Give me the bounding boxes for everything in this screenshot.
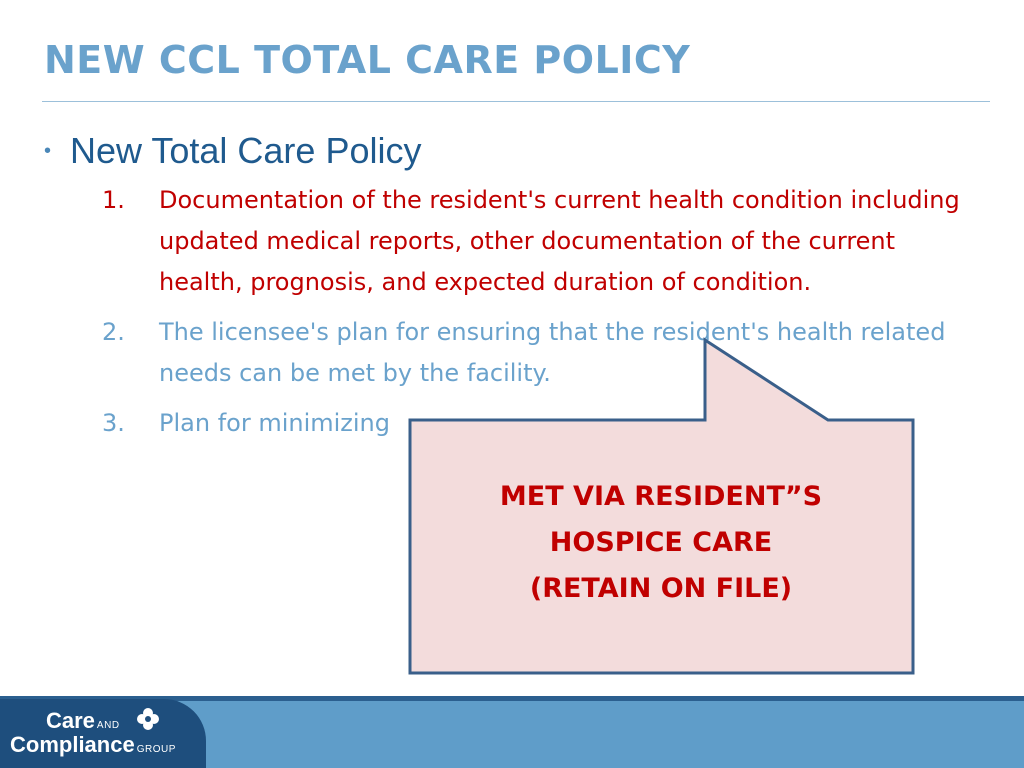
logo-word-and: AND	[96, 720, 120, 731]
logo-word-care: Care	[46, 708, 95, 733]
slide-title: NEW CCL TOTAL CARE POLICY	[44, 38, 691, 82]
bullet-text: New Total Care Policy	[70, 130, 422, 171]
list-item-number: 3.	[102, 409, 125, 437]
callout-text: MET VIA RESIDENT”S HOSPICE CARE (RETAIN …	[440, 474, 882, 612]
logo-line-1: Care AND	[46, 708, 120, 734]
list-item-text: The licensee's plan for ensuring that th…	[159, 318, 946, 387]
numbered-list: 1. Documentation of the resident's curre…	[102, 180, 982, 453]
bullet-item: • New Total Care Policy	[44, 130, 421, 172]
list-item: 2. The licensee's plan for ensuring that…	[102, 312, 982, 394]
footer-divider	[0, 696, 1024, 701]
bullet-marker: •	[44, 139, 52, 162]
callout-line: (RETAIN ON FILE)	[529, 573, 793, 604]
title-divider	[42, 101, 990, 102]
logo-word-group: GROUP	[136, 744, 176, 755]
list-item-number: 1.	[102, 186, 125, 214]
list-item-text: Plan for minimizing	[159, 409, 390, 437]
list-item: 3. Plan for minimizing	[102, 403, 982, 444]
callout-line: HOSPICE CARE	[549, 527, 773, 558]
logo-word-compliance: Compliance	[10, 732, 135, 757]
list-item-number: 2.	[102, 318, 125, 346]
list-item-text: Documentation of the resident's current …	[159, 186, 960, 296]
company-logo: Care AND Compliance GROUP	[0, 699, 206, 768]
list-item: 1. Documentation of the resident's curre…	[102, 180, 982, 303]
clover-logo-icon	[137, 708, 159, 730]
logo-line-2: Compliance GROUP	[10, 732, 176, 758]
callout-line: MET VIA RESIDENT”S	[499, 481, 823, 512]
